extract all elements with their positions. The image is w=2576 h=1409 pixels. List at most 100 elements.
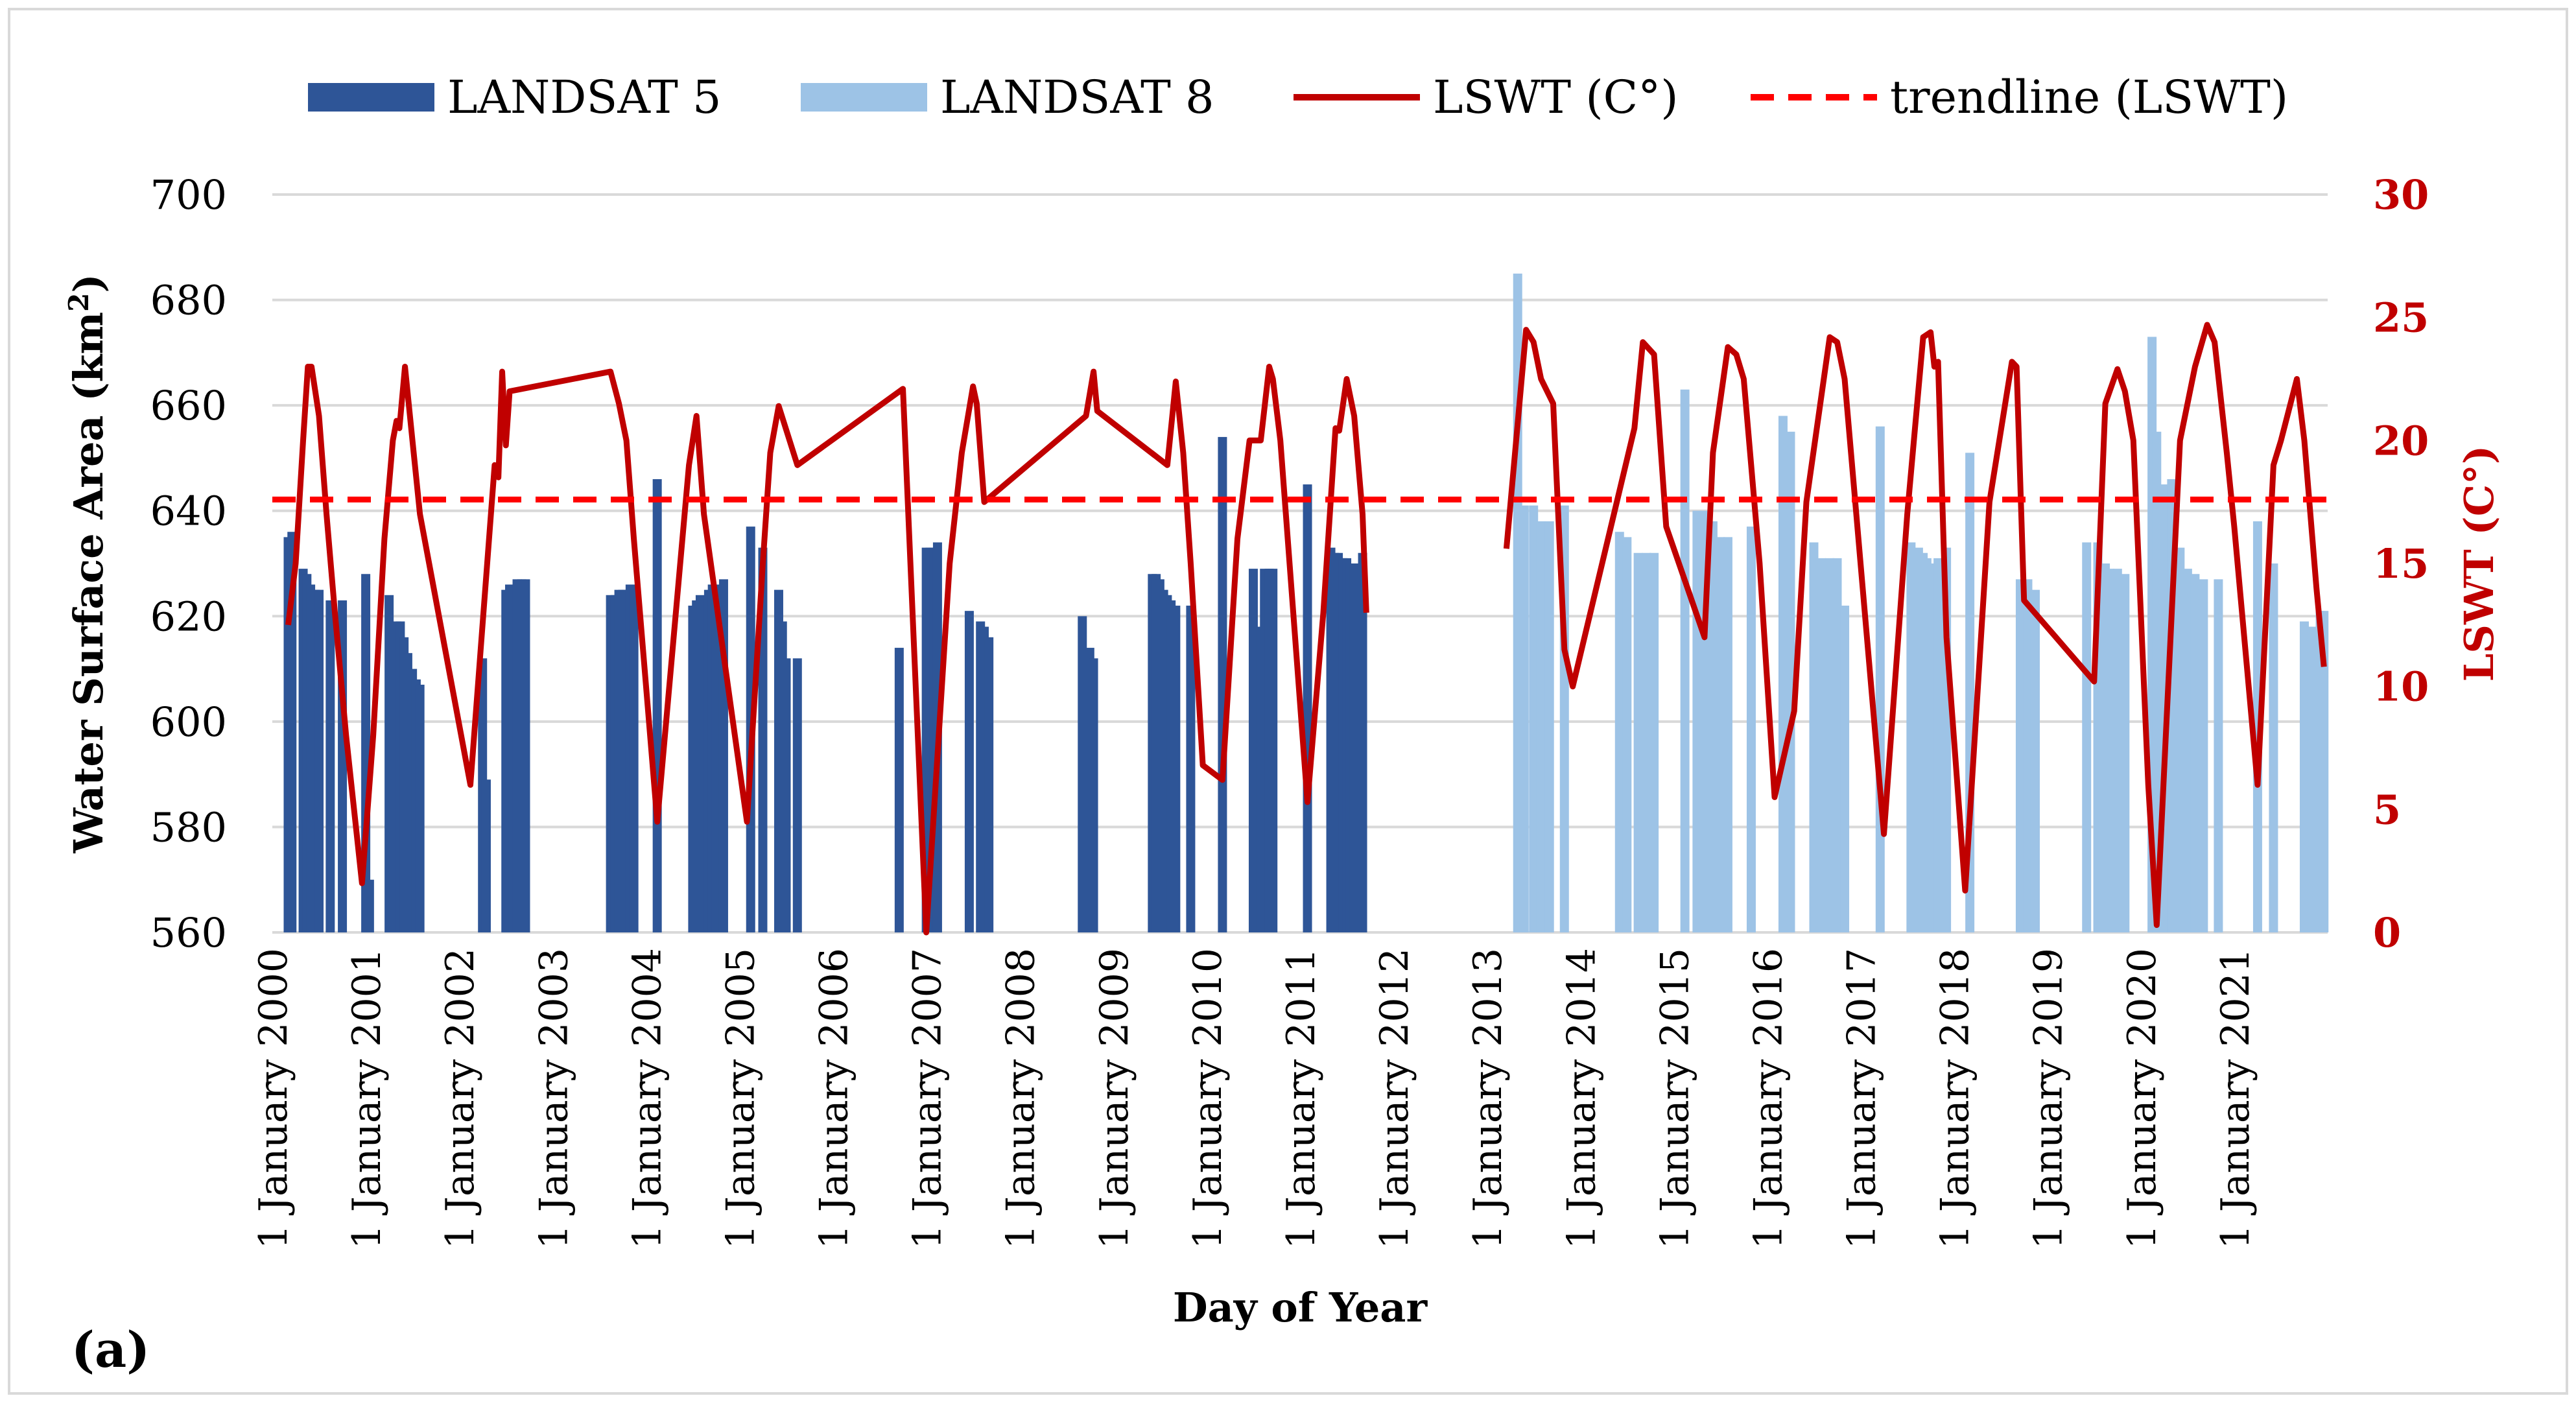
legend-label: trendline (LSWT) <box>1890 71 2288 124</box>
bar <box>1186 606 1196 932</box>
landsat8-bars <box>1513 273 2329 932</box>
y-right-axis-title: LSWT (C°) <box>2455 445 2503 682</box>
bar <box>1817 558 1826 932</box>
y-right-tick-label: 0 <box>2373 909 2401 956</box>
bar <box>652 479 662 932</box>
x-tick-label: 1 January 2015 <box>1652 948 1697 1249</box>
y-left-tick-label: 620 <box>150 593 227 640</box>
bar <box>792 658 802 932</box>
x-tick-label: 1 January 2003 <box>531 948 576 1249</box>
bar <box>2182 569 2192 932</box>
bar <box>2190 574 2200 932</box>
bar <box>2023 579 2033 932</box>
bar <box>1778 416 1788 932</box>
x-tick-label: 1 January 2016 <box>1745 948 1791 1249</box>
x-axis-title: Day of Year <box>1173 1284 1428 1331</box>
y-left-tick-label: 660 <box>150 382 227 429</box>
bar <box>629 584 639 932</box>
y-left-axis-title-sup: 2 <box>63 293 95 312</box>
bar <box>781 658 791 932</box>
bar <box>1268 569 1278 932</box>
chart-frame <box>8 8 2568 1395</box>
bar <box>1708 521 1718 932</box>
y-left-tick-label: 680 <box>150 277 227 324</box>
bar <box>1218 436 1227 932</box>
x-tick-label: 1 January 2018 <box>1933 948 1978 1249</box>
y-left-tick-label: 560 <box>150 909 227 956</box>
bar <box>364 879 374 932</box>
bar <box>1633 552 1643 932</box>
bar <box>1248 569 1258 932</box>
y-left-tick-label: 600 <box>150 698 227 746</box>
x-tick-label: 1 January 2004 <box>624 948 670 1249</box>
bar <box>1171 606 1181 932</box>
bar <box>521 579 530 932</box>
y-right-tick-label: 10 <box>2373 663 2429 711</box>
bar <box>1825 558 1834 932</box>
bar <box>1723 537 1732 932</box>
legend-swatch <box>801 83 927 112</box>
y-right-tick-label: 25 <box>2373 294 2429 342</box>
legend-swatch <box>308 83 434 112</box>
panel-label: (a) <box>71 1321 150 1379</box>
y-left-axis-title-main: Water Surface Area (km <box>65 312 112 854</box>
bar <box>1809 542 1819 932</box>
legend: LANDSAT 5 LANDSAT 8 LSWT (C°) trendline (LS… <box>308 71 2288 124</box>
bar <box>1078 616 1087 932</box>
bar <box>1642 552 1651 932</box>
x-tick-label: 1 January 2020 <box>2120 948 2165 1249</box>
bar <box>894 648 904 932</box>
bar <box>2082 542 2092 932</box>
bar <box>1680 389 1690 932</box>
bar <box>1089 658 1098 932</box>
bar <box>2269 563 2278 932</box>
x-tick-label: 1 January 2011 <box>1279 948 1324 1249</box>
bar <box>1875 426 1885 932</box>
x-tick-label: 1 January 2019 <box>2026 948 2072 1249</box>
bar <box>2152 431 2162 932</box>
x-tick-label: 1 January 2002 <box>438 948 483 1249</box>
bar <box>2105 569 2115 932</box>
x-tick-label: 1 January 2001 <box>344 948 390 1249</box>
bar <box>1358 552 1367 932</box>
bar <box>1614 532 1624 932</box>
y-left-tick-label: 580 <box>150 803 227 851</box>
y-right-tick-label: 20 <box>2373 417 2429 464</box>
legend-label: LSWT (C°) <box>1433 71 1679 124</box>
x-tick-label: 1 January 2005 <box>718 948 763 1249</box>
axis-titles: Day of Year Water Surface Area (km2) LSWT … <box>63 274 2503 1379</box>
axes: 560 580 600 620 640 660 680 700 0 5 10 15 20 25 30 1 Ja… <box>150 171 2429 1249</box>
bar <box>415 684 425 932</box>
x-tick-label: 1 January 2009 <box>1092 948 1137 1249</box>
bar <box>314 589 324 932</box>
bar <box>1906 542 1916 932</box>
bar <box>1303 484 1312 932</box>
bar <box>1349 563 1359 932</box>
y-left-axis-title: Water Surface Area (km2) <box>63 274 112 853</box>
x-tick-label: 1 January 2014 <box>1559 948 1604 1249</box>
bar <box>2199 579 2208 932</box>
bar <box>384 595 394 932</box>
landsat5-bars <box>283 436 1367 932</box>
bar <box>2319 611 2329 932</box>
x-tick-label: 1 January 2006 <box>812 948 857 1249</box>
bar <box>964 611 974 932</box>
bar <box>2307 626 2317 932</box>
bar <box>2015 579 2025 932</box>
bar <box>2030 589 2040 932</box>
x-tick-label: 1 January 2007 <box>905 948 951 1249</box>
y-right-tick-label: 15 <box>2373 540 2429 587</box>
bar <box>2214 579 2223 932</box>
y-left-tick-label: 700 <box>150 171 227 219</box>
bar <box>984 637 994 932</box>
x-tick-label: 1 January 2013 <box>1465 948 1511 1249</box>
bar <box>325 600 335 932</box>
bar <box>1716 537 1725 932</box>
bar <box>1529 505 1539 932</box>
bar <box>1649 552 1659 932</box>
bar <box>1746 527 1756 932</box>
bar <box>695 595 705 932</box>
bar <box>711 584 721 932</box>
y-left-tick-label: 640 <box>150 488 227 535</box>
